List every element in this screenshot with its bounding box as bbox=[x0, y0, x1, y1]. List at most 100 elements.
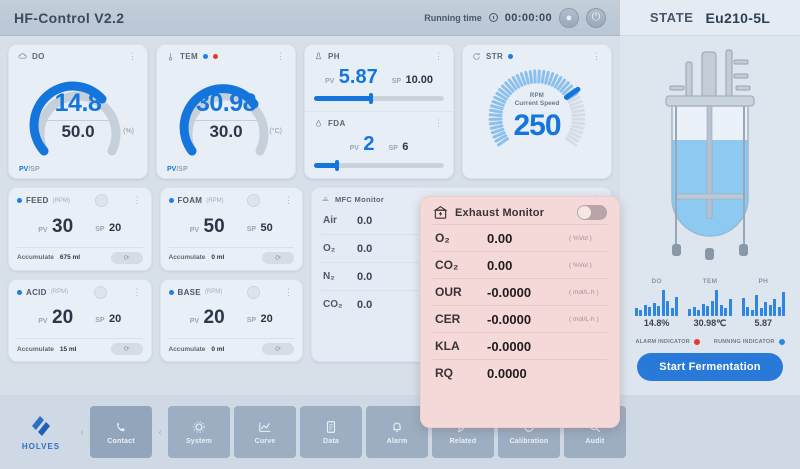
foam-menu[interactable]: ⋮ bbox=[283, 195, 294, 205]
base-name: BASE bbox=[177, 287, 201, 297]
feed-name: FEED bbox=[26, 196, 49, 205]
ph-header: PH ⋮ bbox=[305, 45, 453, 61]
ph-values: PV 5.87 SP 10.00 bbox=[305, 66, 453, 89]
tem-card-menu[interactable]: ⋮ bbox=[276, 51, 286, 61]
pump-card-acid[interactable]: ACID (RPM) ⋮ PV 20 SP 20 Accumulate bbox=[8, 278, 152, 362]
exhaust-icon bbox=[433, 206, 448, 219]
acid-dial-knob[interactable] bbox=[93, 285, 107, 299]
mini-chart-do: DO 14.8% bbox=[634, 278, 679, 329]
mini-chart-do-label: DO bbox=[651, 278, 662, 285]
exhaust-toggle[interactable] bbox=[577, 205, 607, 220]
nav-label-audit: Audit bbox=[585, 437, 605, 445]
app-header: HF-Control V2.2 Running time 00:00:00 ● … bbox=[0, 0, 800, 36]
pump-card-base[interactable]: BASE (RPM) ⋮ PV 20 SP 20 Accumulate bbox=[159, 278, 303, 362]
exhaust-row-rq: RQ 0.0000 bbox=[433, 359, 607, 386]
pump-card-foam[interactable]: FOAM (RPM) ⋮ PV 50 SP 50 Accumulate bbox=[159, 187, 303, 271]
exhaust-key-cer: CER bbox=[435, 312, 461, 326]
base-values: PV 20 SP 20 bbox=[169, 299, 295, 339]
feed-sp-value: 20 bbox=[108, 221, 122, 234]
acid-reset-icon[interactable]: ⟳ bbox=[110, 343, 143, 355]
exhaust-monitor-dialog[interactable]: Exhaust Monitor O₂ 0.00 ( %Vol ) CO₂ 0.0… bbox=[420, 196, 620, 428]
tem-gauge-card[interactable]: TEM ⋮ 30.98 30.0 (°C) bbox=[156, 44, 296, 179]
mini-chart-do-bars bbox=[634, 288, 679, 316]
nav-item-contact[interactable]: Contact bbox=[90, 406, 152, 458]
foam-sp-value: 50 bbox=[260, 221, 273, 234]
feed-unit: (RPM) bbox=[52, 197, 70, 204]
mini-chart-ph-value: 5.87 bbox=[754, 318, 773, 328]
exhaust-unit-co2: ( %Vol ) bbox=[569, 261, 592, 269]
bottom-nav: HOLVES ‹ Contact ‹ System Curve Data Ala… bbox=[0, 395, 800, 469]
base-dial-knob[interactable] bbox=[246, 285, 260, 299]
str-rpm-label: RPM bbox=[529, 93, 545, 99]
exhaust-key-our: OUR bbox=[435, 285, 462, 299]
ph-fda-card[interactable]: PH ⋮ PV 5.87 SP 10.00 bbox=[304, 44, 454, 179]
str-dot-blue-icon bbox=[508, 54, 514, 59]
ph-section[interactable]: PH ⋮ PV 5.87 SP 10.00 bbox=[305, 45, 453, 112]
foam-pv-label: PV bbox=[189, 226, 200, 234]
foam-dial-knob[interactable] bbox=[247, 194, 261, 207]
power-icon[interactable]: ⏻ bbox=[586, 7, 606, 28]
exhaust-key-kla: KLA bbox=[435, 339, 460, 353]
nav-item-data[interactable]: Data bbox=[300, 406, 362, 458]
mfc-key-air: Air bbox=[323, 215, 337, 226]
feed-pv-label: PV bbox=[38, 226, 48, 234]
nav-prev-chevron[interactable]: ‹ bbox=[80, 426, 84, 438]
str-card[interactable]: STR ⋮ RPM Current Spee bbox=[462, 44, 612, 179]
acid-pv-label: PV bbox=[38, 318, 48, 326]
str-menu[interactable]: ⋮ bbox=[592, 51, 602, 61]
nav-item-alarm[interactable]: Alarm bbox=[366, 406, 428, 458]
mfc-title: MFC Monitor bbox=[335, 195, 385, 204]
do-card-menu[interactable]: ⋮ bbox=[128, 51, 138, 61]
do-unit: (%) bbox=[123, 128, 134, 135]
str-header: STR ⋮ bbox=[463, 45, 611, 61]
pump-card-feed[interactable]: FEED (RPM) ⋮ PV 30 SP 20 Accumulate bbox=[8, 187, 152, 271]
base-accumulate-label: Accumulate bbox=[168, 345, 206, 353]
feed-dial-knob[interactable] bbox=[94, 194, 108, 207]
ph-slider-track[interactable] bbox=[314, 93, 444, 104]
fda-menu[interactable]: ⋮ bbox=[434, 118, 444, 128]
fda-pv-value: 2 bbox=[363, 133, 375, 155]
feed-accumulate-label: Accumulate bbox=[17, 254, 54, 261]
exhaust-value-our: -0.0000 bbox=[487, 284, 532, 300]
user-icon[interactable]: ● bbox=[559, 7, 579, 28]
exhaust-row-cer: CER -0.0000 ( mol/L·h ) bbox=[433, 305, 607, 332]
nav-item-curve[interactable]: Curve bbox=[234, 406, 296, 458]
base-status-dot-icon bbox=[168, 289, 174, 295]
fda-pv-label: PV bbox=[349, 145, 359, 152]
acid-menu[interactable]: ⋮ bbox=[132, 286, 143, 297]
document-icon bbox=[326, 420, 336, 433]
base-reset-icon[interactable]: ⟳ bbox=[262, 343, 294, 355]
state-label: STATE bbox=[649, 10, 694, 25]
do-gauge-card[interactable]: DO ⋮ 14.8 50.0 (%) PV/SP bbox=[8, 44, 148, 179]
fda-slider-track[interactable] bbox=[314, 160, 444, 171]
base-menu[interactable]: ⋮ bbox=[284, 286, 294, 297]
exhaust-row-o2: O₂ 0.00 ( %Vol ) bbox=[433, 224, 607, 251]
foam-sp-label: SP bbox=[246, 225, 257, 233]
mini-chart-tem-bars bbox=[688, 288, 732, 316]
ph-pv-label: PV bbox=[324, 78, 335, 85]
ph-slider-knob[interactable] bbox=[369, 93, 374, 104]
tem-sp-value: 30.0 bbox=[209, 122, 243, 141]
start-fermentation-button[interactable]: Start Fermentation bbox=[637, 353, 783, 381]
tem-card-header: TEM ⋮ bbox=[157, 45, 295, 61]
acid-sp-label: SP bbox=[95, 317, 105, 325]
foam-values: PV 50 SP 50 bbox=[169, 207, 295, 247]
ph-slider-fill bbox=[314, 96, 372, 101]
mfc-value-co2: 0.0 bbox=[357, 298, 373, 311]
thermometer-icon bbox=[168, 53, 173, 61]
fda-values: PV 2 SP 6 bbox=[305, 133, 453, 156]
tem-pvsp-legend: PV/SP bbox=[167, 166, 188, 173]
feed-menu[interactable]: ⋮ bbox=[132, 195, 143, 205]
nav-item-system[interactable]: System bbox=[168, 406, 230, 458]
foam-reset-icon[interactable]: ⟳ bbox=[262, 251, 294, 264]
ph-menu[interactable]: ⋮ bbox=[434, 51, 444, 61]
do-gauge-arc bbox=[29, 81, 121, 156]
fda-slider-knob[interactable] bbox=[335, 160, 340, 171]
running-indicator-label: RUNNING INDICATOR bbox=[713, 339, 775, 345]
fda-section[interactable]: FDA ⋮ PV 2 SP 6 bbox=[305, 112, 453, 178]
feed-reset-icon[interactable]: ⟳ bbox=[110, 251, 143, 264]
exhaust-key-o2: O₂ bbox=[435, 231, 450, 245]
nav-sep-chevron[interactable]: ‹ bbox=[158, 426, 162, 438]
do-card-header: DO ⋮ bbox=[9, 45, 147, 61]
